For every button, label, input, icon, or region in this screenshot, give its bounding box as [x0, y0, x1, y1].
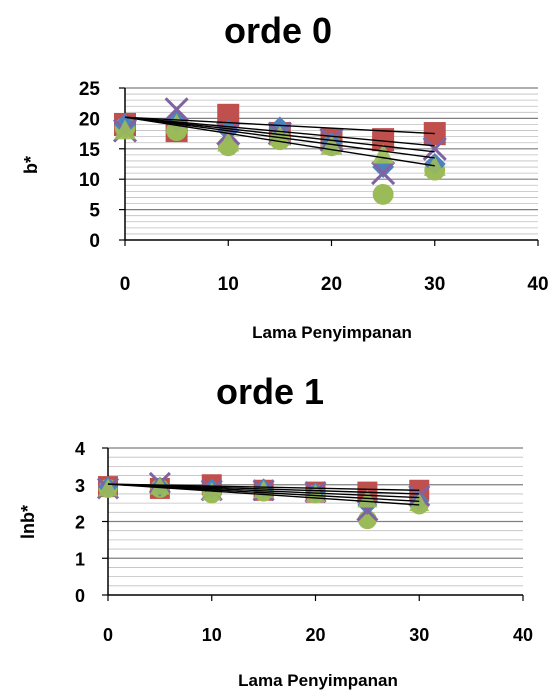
x-axis-title: Lama Penyimpanan	[238, 671, 398, 690]
x-tick-label: 0	[103, 625, 113, 645]
x-tick-label: 30	[409, 625, 429, 645]
y-tick-label: 0	[89, 231, 100, 252]
trendline	[124, 116, 435, 135]
x-tick-label: 40	[527, 274, 548, 295]
y-tick-label: 3	[75, 476, 85, 496]
x-axis-title: Lama Penyimpanan	[252, 323, 412, 342]
trendline	[124, 116, 435, 147]
trendline	[124, 116, 435, 159]
square-marker	[217, 103, 240, 127]
x-marker	[164, 97, 189, 122]
x-tick-label: 10	[202, 625, 222, 645]
y-tick-label: 10	[79, 170, 100, 191]
trendline	[124, 116, 435, 153]
triangle-marker	[114, 119, 136, 140]
x-tick-label: 10	[218, 274, 239, 295]
chart-title: orde 1	[216, 371, 324, 412]
x-tick-label: 20	[305, 625, 325, 645]
triangle-marker	[423, 156, 446, 176]
y-tick-label: 2	[75, 513, 85, 533]
x-tick-label: 0	[120, 274, 131, 295]
y-axis-title: b*	[21, 156, 41, 174]
chart-orde-0: orde 0 b* Lama Penyimpanan 0 5 10 15 20 25 0 10…	[21, 10, 549, 342]
y-tick-label: 5	[89, 201, 100, 222]
x-tick-label: 20	[321, 274, 342, 295]
y-axis-title: lnb*	[18, 505, 38, 539]
x-marker	[422, 136, 447, 161]
y-tick-label: 0	[75, 586, 85, 606]
triangle-marker	[98, 478, 118, 497]
y-tick-label: 4	[75, 439, 85, 459]
x-tick-label: 40	[513, 625, 533, 645]
y-tick-label: 25	[79, 79, 101, 100]
plot-area: 0 5 10 15 20 25 0 10 20 30 40	[79, 79, 549, 295]
x-tick-label: 30	[424, 274, 445, 295]
trendline	[107, 483, 420, 506]
trendline	[124, 116, 435, 167]
y-tick-label: 20	[79, 109, 100, 130]
triangle-marker	[409, 493, 430, 512]
x-marker	[371, 161, 396, 186]
triangle-marker	[217, 131, 240, 152]
chart-title: orde 0	[224, 10, 332, 51]
circle-marker	[372, 183, 394, 205]
y-tick-label: 15	[79, 140, 101, 161]
y-tick-label: 1	[75, 549, 85, 569]
